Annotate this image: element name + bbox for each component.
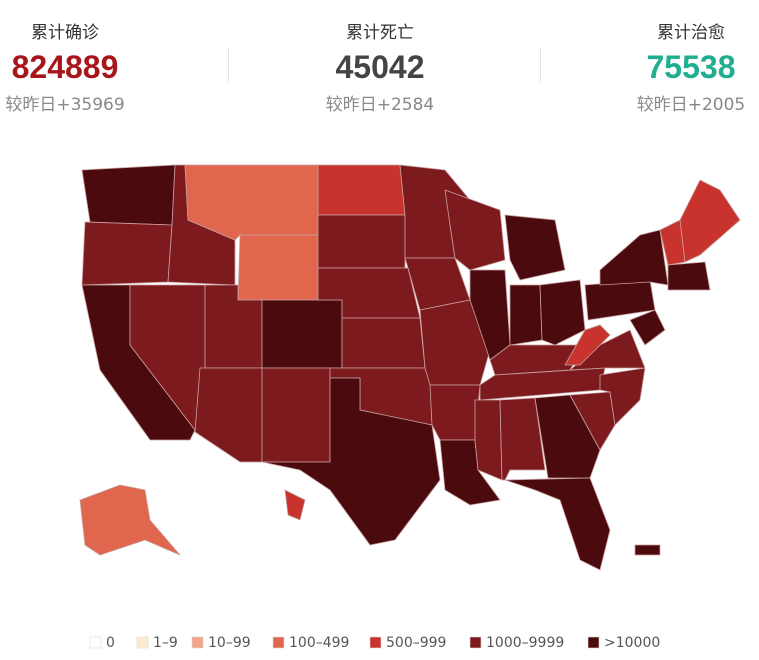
state bbox=[341, 317, 426, 369]
legend-swatch bbox=[469, 636, 482, 649]
legend-swatch bbox=[136, 636, 149, 649]
legend-swatch bbox=[272, 636, 285, 649]
states bbox=[79, 164, 741, 571]
state bbox=[534, 394, 601, 479]
state bbox=[261, 377, 441, 546]
state bbox=[317, 214, 406, 269]
state bbox=[194, 367, 263, 463]
stat-recovered: 累计治愈 75538 较昨日+2005 bbox=[591, 18, 759, 115]
stat-value: 45042 bbox=[335, 49, 425, 85]
stat-value: 824889 bbox=[11, 49, 119, 85]
state bbox=[429, 384, 481, 441]
state bbox=[599, 229, 669, 286]
state bbox=[509, 284, 543, 346]
state bbox=[667, 261, 711, 291]
state bbox=[284, 489, 306, 521]
stat-title: 累计确诊 bbox=[31, 23, 99, 43]
legend-swatch bbox=[89, 636, 102, 649]
state bbox=[539, 279, 586, 346]
legend-label: 10–99 bbox=[208, 635, 251, 651]
legend-label: 1000–9999 bbox=[486, 635, 564, 651]
stat-confirmed: 累计确诊 824889 较昨日+35969 bbox=[0, 18, 165, 115]
state bbox=[237, 234, 319, 301]
stat-delta: 较昨日+2005 bbox=[636, 95, 746, 115]
state bbox=[504, 477, 611, 571]
separator bbox=[228, 48, 229, 82]
legend-swatch bbox=[587, 636, 600, 649]
stat-deaths: 累计死亡 45042 较昨日+2584 bbox=[280, 18, 480, 115]
legend-swatch bbox=[369, 636, 382, 649]
legend-label: 0 bbox=[106, 635, 115, 651]
legend-swatch bbox=[191, 636, 204, 649]
state bbox=[81, 164, 176, 226]
state bbox=[474, 399, 503, 481]
legend-label: 500–999 bbox=[386, 635, 446, 651]
stat-delta: 较昨日+35969 bbox=[5, 95, 125, 115]
stat-title: 累计死亡 bbox=[346, 23, 414, 43]
state bbox=[679, 179, 741, 263]
state bbox=[317, 164, 406, 216]
legend-label: 1–9 bbox=[153, 635, 178, 651]
legend-label: 100–499 bbox=[289, 635, 349, 651]
state bbox=[504, 214, 566, 281]
state bbox=[261, 299, 343, 369]
legend: 0 1–9 10–99 100–499 500–999 1000–9999 >10000 bbox=[89, 635, 660, 651]
state bbox=[634, 544, 661, 556]
state bbox=[629, 309, 666, 346]
stat-delta: 较昨日+2584 bbox=[325, 95, 435, 115]
stat-value: 75538 bbox=[646, 49, 736, 85]
state bbox=[564, 324, 611, 366]
state bbox=[261, 367, 331, 463]
separator bbox=[540, 48, 541, 82]
state bbox=[79, 484, 181, 556]
stat-title: 累计治愈 bbox=[657, 23, 725, 43]
legend-label: >10000 bbox=[604, 635, 660, 651]
state bbox=[81, 221, 173, 286]
